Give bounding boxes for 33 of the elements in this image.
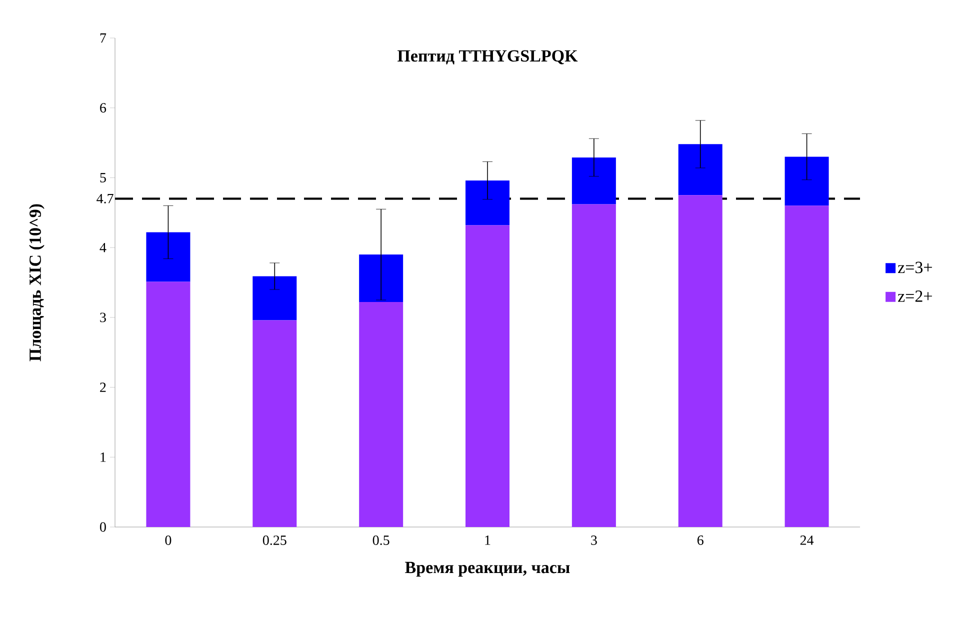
x-tick-label: 3	[591, 536, 597, 545]
bar	[784, 156, 829, 206]
legend-label: z=2+	[898, 290, 932, 302]
y-tick-label: 6	[100, 103, 106, 113]
bar	[466, 180, 510, 226]
x-tick-label: 6	[697, 536, 704, 545]
bar	[572, 157, 616, 204]
bar	[784, 206, 829, 527]
x-tick-label: 0	[165, 536, 172, 545]
y-tick-label: 7	[100, 33, 106, 43]
ref-line-label: 4.7	[96, 194, 114, 204]
y-tick-label: 1	[100, 452, 106, 462]
bar	[678, 144, 722, 196]
y-axis-title: Площадь XIC (10^9)	[29, 204, 44, 362]
bar	[146, 282, 190, 527]
y-tick-label: 0	[100, 522, 106, 532]
y-tick-label: 2	[100, 382, 106, 392]
legend-label: z=3+	[898, 262, 932, 274]
bar	[252, 320, 297, 527]
bar	[252, 276, 297, 320]
y-tick-label: 4	[100, 242, 106, 252]
y-tick-label: 5	[100, 173, 106, 182]
bar	[678, 195, 722, 527]
x-tick-label: 24	[800, 536, 814, 545]
text: Пептид TTHYGSLPQK	[398, 50, 578, 64]
bar	[359, 302, 404, 527]
y-tick-label: 3	[100, 312, 106, 322]
x-axis-title: Время реакции, часы	[405, 562, 570, 577]
x-tick-label: 0.5	[372, 536, 390, 546]
x-tick-label: 0.25	[262, 536, 286, 546]
bar	[466, 225, 510, 527]
bar	[572, 204, 616, 527]
x-tick-label: 1	[485, 536, 490, 545]
